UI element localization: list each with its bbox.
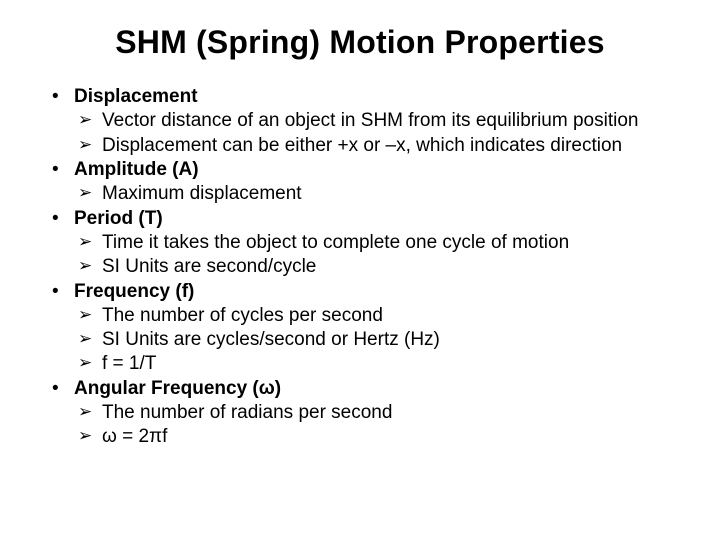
sub-item: Time it takes the object to complete one… [78,231,684,255]
slide-title: SHM (Spring) Motion Properties [36,24,684,61]
sub-list: Vector distance of an object in SHM from… [78,109,684,158]
term-label: Displacement [74,86,198,107]
sub-item: Vector distance of an object in SHM from… [78,109,684,133]
sub-item: The number of cycles per second [78,304,684,328]
sub-item: SI Units are cycles/second or Hertz (Hz) [78,328,684,352]
sub-list: The number of cycles per second SI Units… [78,304,684,377]
bullet-list: Displacement Vector distance of an objec… [48,85,684,450]
term-label: Amplitude (A) [74,159,199,180]
list-item: Amplitude (A) Maximum displacement [48,158,684,207]
sub-item: SI Units are second/cycle [78,255,684,279]
list-item: Frequency (f) The number of cycles per s… [48,280,684,377]
term-label: Angular Frequency (ω) [74,378,281,399]
term-label: Period (T) [74,208,163,229]
sub-list: Maximum displacement [78,182,684,206]
list-item: Angular Frequency (ω) The number of radi… [48,377,684,450]
sub-item: ω = 2πf [78,425,684,449]
list-item: Displacement Vector distance of an objec… [48,85,684,158]
sub-item: f = 1/T [78,352,684,376]
sub-list: Time it takes the object to complete one… [78,231,684,280]
sub-item: Maximum displacement [78,182,684,206]
list-item: Period (T) Time it takes the object to c… [48,207,684,280]
sub-item: Displacement can be either +x or –x, whi… [78,134,684,158]
term-label: Frequency (f) [74,281,194,302]
slide-container: SHM (Spring) Motion Properties Displacem… [0,0,720,540]
sub-item: The number of radians per second [78,401,684,425]
sub-list: The number of radians per second ω = 2πf [78,401,684,450]
